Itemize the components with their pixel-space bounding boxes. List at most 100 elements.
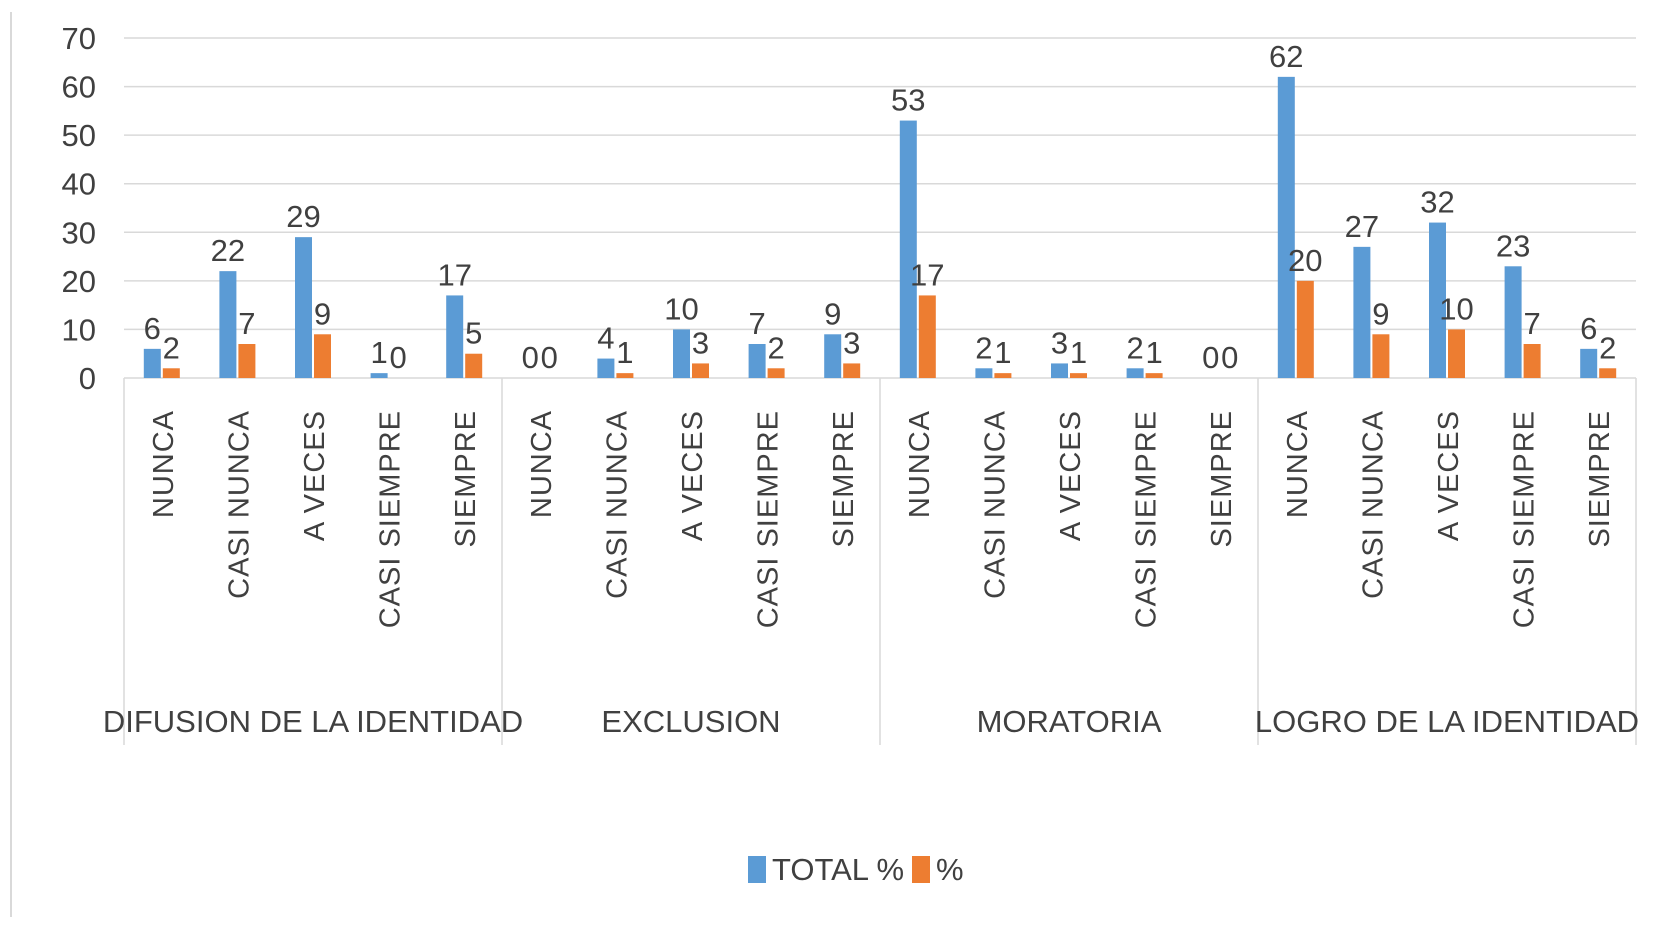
bar-pct xyxy=(1448,329,1465,378)
data-label-pct: 2 xyxy=(163,330,180,365)
chart-frame-edge xyxy=(10,12,12,917)
data-label-total: 29 xyxy=(286,199,320,234)
bar-total xyxy=(143,348,161,378)
data-label-pct: 5 xyxy=(465,316,482,351)
data-label-total: 9 xyxy=(824,296,841,331)
group-label: EXCLUSION xyxy=(601,704,780,739)
data-label-total: 23 xyxy=(1496,228,1530,263)
data-label-total: 4 xyxy=(597,321,614,356)
data-label-total: 6 xyxy=(144,311,161,346)
data-label-pct: 2 xyxy=(767,330,784,365)
data-label-total: 53 xyxy=(891,83,925,118)
category-label: CASI NUNCA xyxy=(1357,410,1389,599)
y-tick-label: 60 xyxy=(62,70,96,105)
y-tick-label: 20 xyxy=(62,264,96,299)
data-label-pct: 20 xyxy=(1288,243,1322,278)
y-tick-label: 10 xyxy=(62,312,96,347)
data-label-total: 6 xyxy=(1580,311,1597,346)
category-label: NUNCA xyxy=(1282,410,1314,518)
bar-total xyxy=(446,295,464,378)
bar-total xyxy=(295,237,312,378)
data-label-total: 22 xyxy=(211,233,245,268)
data-label-pct: 17 xyxy=(910,257,944,292)
bar-pct xyxy=(314,334,331,378)
category-label: SIEMPRE xyxy=(1206,410,1238,548)
y-tick-label: 0 xyxy=(79,361,96,396)
category-label: SIEMPRE xyxy=(828,410,860,548)
data-label-total: 17 xyxy=(437,257,471,292)
y-tick-label: 50 xyxy=(62,118,96,153)
bar-total xyxy=(219,271,237,378)
bar-total xyxy=(370,373,388,378)
data-label-total: 3 xyxy=(1051,325,1068,360)
category-label: A VECES xyxy=(299,410,331,541)
category-label: NUNCA xyxy=(526,410,558,518)
data-label-pct: 9 xyxy=(1372,296,1389,331)
data-label-total: 7 xyxy=(748,306,765,341)
bar-total xyxy=(1277,76,1295,378)
data-label-pct: 2 xyxy=(1599,330,1616,365)
category-label: NUNCA xyxy=(904,410,936,518)
group-label: DIFUSION DE LA IDENTIDAD xyxy=(103,704,523,739)
data-label-pct: 10 xyxy=(1439,291,1473,326)
bar-total xyxy=(824,334,842,378)
data-label-total: 10 xyxy=(664,291,698,326)
category-label: CASI NUNCA xyxy=(223,410,255,599)
legend-swatch-pct xyxy=(912,856,930,883)
bar-total xyxy=(1580,348,1598,378)
data-label-pct: 7 xyxy=(1523,306,1540,341)
group-label: LOGRO DE LA IDENTIDAD xyxy=(1255,704,1639,739)
data-label-pct: 0 xyxy=(1221,340,1238,375)
bar-pct xyxy=(1296,280,1314,378)
category-label: A VECES xyxy=(677,410,709,541)
bar-total xyxy=(899,120,917,379)
category-label: CASI SIEMPRE xyxy=(753,410,785,628)
data-label-total: 32 xyxy=(1420,185,1454,220)
legend-label-pct: % xyxy=(936,852,964,887)
data-label-total: 27 xyxy=(1345,209,1379,244)
y-tick-label: 30 xyxy=(62,215,96,250)
data-label-pct: 0 xyxy=(389,340,406,375)
data-label-total: 2 xyxy=(975,330,992,365)
legend-swatch-total xyxy=(748,856,766,883)
data-label-pct: 1 xyxy=(616,335,633,370)
category-label: A VECES xyxy=(1055,410,1087,541)
bar-pct xyxy=(1599,368,1617,378)
data-label-total: 2 xyxy=(1126,330,1143,365)
group-label: MORATORIA xyxy=(977,704,1162,739)
bar-pct xyxy=(238,344,256,378)
category-label: CASI SIEMPRE xyxy=(1131,410,1163,628)
data-label-total: 0 xyxy=(1202,340,1219,375)
bar-pct xyxy=(994,373,1012,378)
data-label-total: 62 xyxy=(1269,39,1303,74)
bar-total xyxy=(1429,222,1446,378)
data-label-pct: 1 xyxy=(1070,335,1087,370)
category-label: NUNCA xyxy=(148,410,180,518)
bar-pct xyxy=(616,373,634,378)
y-tick-label: 70 xyxy=(62,21,96,56)
bar-pct xyxy=(1523,344,1541,378)
bar-pct xyxy=(465,353,483,378)
bar-pct xyxy=(1145,373,1163,378)
data-label-total: 1 xyxy=(370,335,387,370)
bar-total xyxy=(597,358,615,378)
bar-total xyxy=(1353,246,1371,378)
bar-total xyxy=(673,329,690,378)
bar-total xyxy=(1504,266,1522,378)
bar-total xyxy=(975,368,993,378)
category-label: A VECES xyxy=(1433,410,1465,541)
bar-pct xyxy=(767,368,785,378)
data-label-pct: 7 xyxy=(238,306,255,341)
category-label: CASI NUNCA xyxy=(979,410,1011,599)
category-label: CASI SIEMPRE xyxy=(1509,410,1541,628)
data-label-pct: 3 xyxy=(692,325,709,360)
category-label: CASI SIEMPRE xyxy=(375,410,407,628)
bar-pct xyxy=(692,363,709,378)
category-label: CASI NUNCA xyxy=(601,410,633,599)
data-label-pct: 0 xyxy=(541,340,558,375)
y-tick-label: 40 xyxy=(62,167,96,202)
category-label: SIEMPRE xyxy=(1584,410,1616,548)
bar-pct xyxy=(918,295,936,378)
data-label-pct: 9 xyxy=(314,296,331,331)
